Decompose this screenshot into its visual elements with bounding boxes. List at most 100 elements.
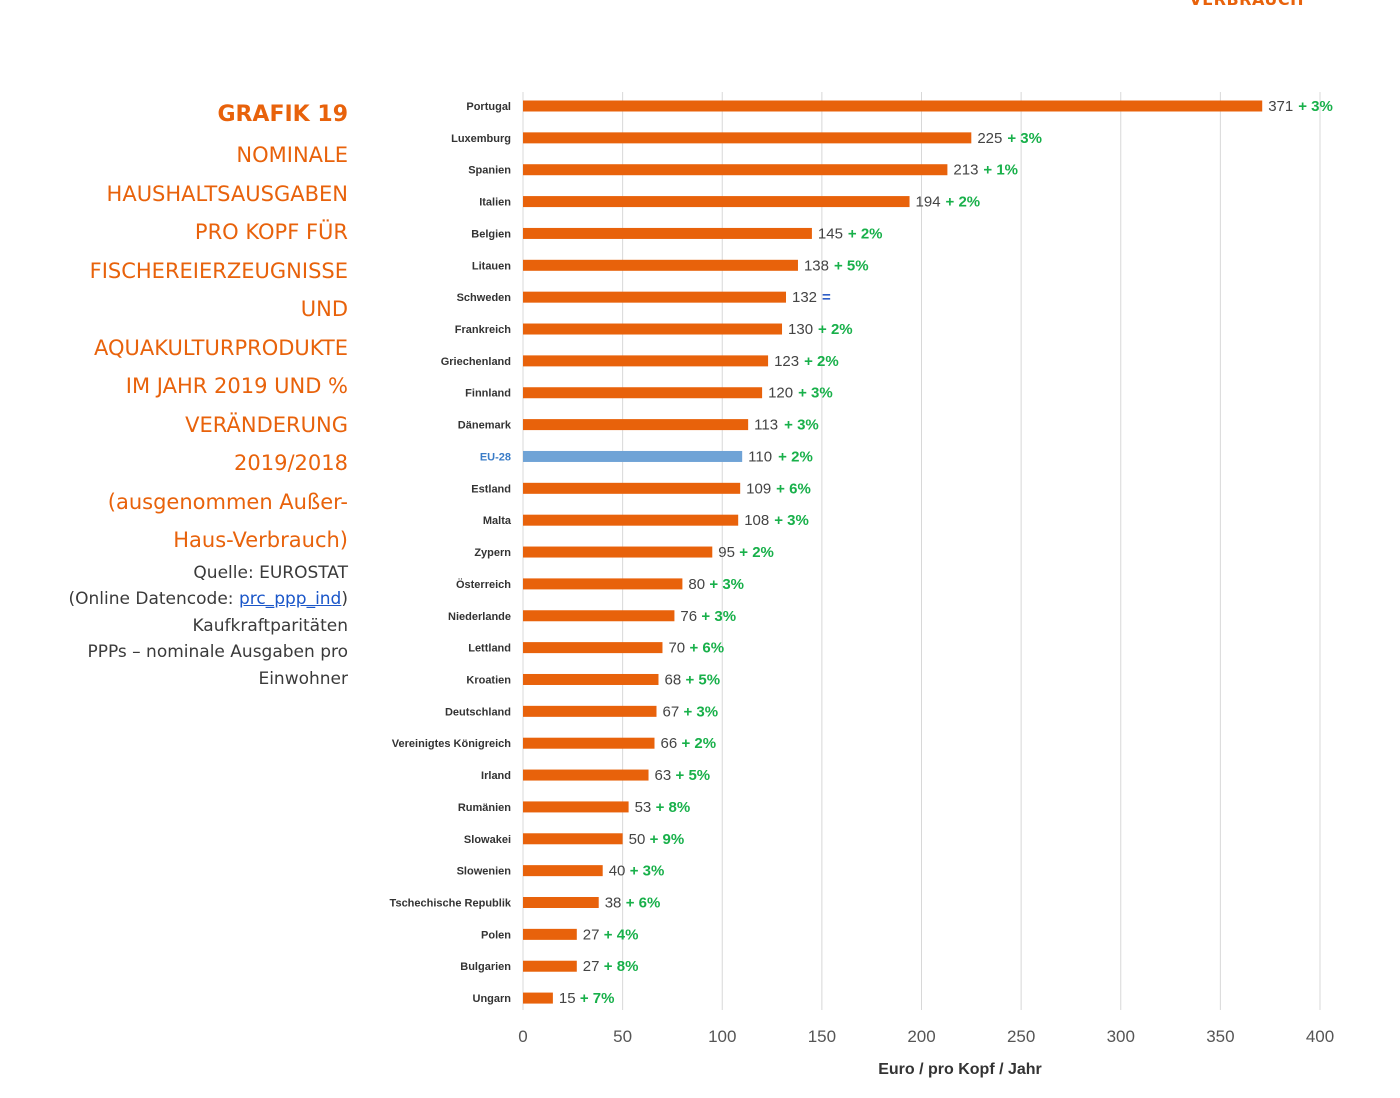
category-label: Litauen bbox=[472, 260, 511, 272]
title-line: NOMINALE bbox=[236, 143, 348, 167]
x-tick-label: 300 bbox=[1107, 1027, 1135, 1046]
bar bbox=[523, 737, 655, 749]
category-label: Estland bbox=[471, 483, 511, 495]
source-extra-line: Einwohner bbox=[258, 668, 348, 689]
change-label: + 2% bbox=[682, 735, 717, 752]
bar bbox=[523, 610, 675, 622]
change-label: + 2% bbox=[804, 353, 839, 370]
change-label: + 3% bbox=[784, 417, 819, 434]
datacode-suffix: ) bbox=[341, 589, 348, 609]
bar bbox=[523, 673, 659, 685]
value-label: 63 bbox=[655, 767, 672, 784]
change-label: + 6% bbox=[626, 895, 661, 912]
category-label: Griechenland bbox=[441, 356, 511, 368]
x-tick-label: 250 bbox=[1007, 1027, 1035, 1046]
bars bbox=[523, 100, 1263, 1004]
x-tick-label: 50 bbox=[613, 1027, 632, 1046]
labels: Portugal 371 + 3% Luxemburg 225 + 3% Spanien 21… bbox=[390, 98, 1333, 1007]
x-axis-title: Euro / pro Kopf / Jahr bbox=[878, 1061, 1042, 1078]
title-line: Haus-Verbrauch) bbox=[173, 528, 348, 552]
bar bbox=[523, 387, 763, 399]
header-fragment: VERBRAUCH bbox=[1189, 0, 1304, 9]
bar bbox=[523, 227, 812, 239]
change-label: + 6% bbox=[776, 480, 811, 497]
value-label: 27 bbox=[583, 926, 600, 943]
source-line: Quelle: EUROSTAT bbox=[193, 562, 348, 583]
bar bbox=[523, 992, 553, 1004]
value-label: 145 bbox=[818, 225, 843, 242]
change-label: + 3% bbox=[774, 512, 809, 529]
value-label: 108 bbox=[744, 512, 769, 529]
category-label: Kroatien bbox=[466, 674, 511, 686]
value-label: 38 bbox=[605, 895, 622, 912]
value-label: 225 bbox=[977, 130, 1002, 147]
change-label: + 3% bbox=[683, 703, 718, 720]
category-label: Zypern bbox=[474, 547, 511, 559]
x-tick-label: 350 bbox=[1206, 1027, 1234, 1046]
bar bbox=[523, 482, 741, 494]
change-label: + 8% bbox=[656, 799, 691, 816]
value-label: 70 bbox=[668, 640, 685, 657]
bar bbox=[523, 705, 657, 717]
title-line: FISCHEREIERZEUGNISSE bbox=[89, 258, 348, 283]
bar bbox=[523, 578, 683, 590]
category-label: Frankreich bbox=[455, 324, 512, 336]
bar bbox=[523, 132, 972, 144]
bar bbox=[523, 642, 663, 654]
bar bbox=[523, 514, 739, 526]
bar bbox=[523, 865, 603, 877]
value-label: 120 bbox=[768, 385, 793, 402]
value-label: 109 bbox=[746, 480, 771, 497]
bar bbox=[523, 100, 1263, 112]
bar bbox=[523, 355, 769, 367]
change-label: + 3% bbox=[630, 863, 665, 880]
value-label: 213 bbox=[953, 162, 978, 179]
bar bbox=[523, 164, 948, 176]
value-label: 123 bbox=[774, 353, 799, 370]
bar bbox=[523, 833, 623, 845]
x-tick-label: 150 bbox=[808, 1027, 836, 1046]
bar bbox=[523, 928, 577, 940]
change-label: + 8% bbox=[604, 958, 639, 975]
category-label: Bulgarien bbox=[460, 961, 511, 973]
category-label: Spanien bbox=[468, 165, 511, 177]
change-label: + 5% bbox=[676, 767, 711, 784]
category-label: EU-28 bbox=[480, 451, 511, 463]
title-line: IM JAHR 2019 UND % bbox=[125, 374, 348, 398]
bar bbox=[523, 897, 599, 908]
category-label: Tschechische Republik bbox=[390, 898, 512, 910]
value-label: 194 bbox=[916, 194, 941, 211]
category-label: Österreich bbox=[456, 578, 511, 591]
category-label: Irland bbox=[481, 770, 511, 782]
category-label: Luxemburg bbox=[451, 133, 511, 145]
change-label: + 5% bbox=[834, 257, 869, 274]
change-label: + 3% bbox=[1298, 98, 1333, 115]
datacode-link[interactable]: prc_ppp_ind bbox=[238, 589, 342, 609]
bar bbox=[523, 419, 749, 431]
category-label: Slowakei bbox=[464, 834, 511, 846]
title-line: VERÄNDERUNG bbox=[185, 412, 348, 437]
bar bbox=[523, 291, 787, 303]
category-label: Niederlande bbox=[448, 611, 511, 623]
change-label: + 3% bbox=[1007, 130, 1042, 147]
value-label: 76 bbox=[680, 608, 697, 625]
source-extra-line: PPPs – nominale Ausgaben pro bbox=[87, 642, 348, 662]
category-label: Finnland bbox=[465, 388, 511, 400]
change-label: + 3% bbox=[709, 576, 744, 593]
value-label: 132 bbox=[792, 289, 817, 306]
change-label: + 9% bbox=[650, 831, 685, 848]
bar bbox=[523, 801, 629, 813]
change-label: + 2% bbox=[818, 321, 853, 338]
category-label: Portugal bbox=[466, 101, 511, 113]
change-label: + 1% bbox=[983, 162, 1018, 179]
title-line: 2019/2018 bbox=[234, 451, 348, 475]
value-label: 50 bbox=[629, 831, 646, 848]
change-label: + 3% bbox=[798, 385, 833, 402]
x-axis: 0 50 100 150 200 250 300 350 400 Euro / pro Kopf … bbox=[518, 1027, 1334, 1078]
datacode-prefix: (Online Datencode: bbox=[68, 589, 239, 609]
value-label: 53 bbox=[635, 799, 652, 816]
title-line: PRO KOPF FÜR bbox=[194, 220, 348, 244]
change-label: + 4% bbox=[604, 926, 639, 943]
title-line: UND bbox=[300, 297, 348, 321]
